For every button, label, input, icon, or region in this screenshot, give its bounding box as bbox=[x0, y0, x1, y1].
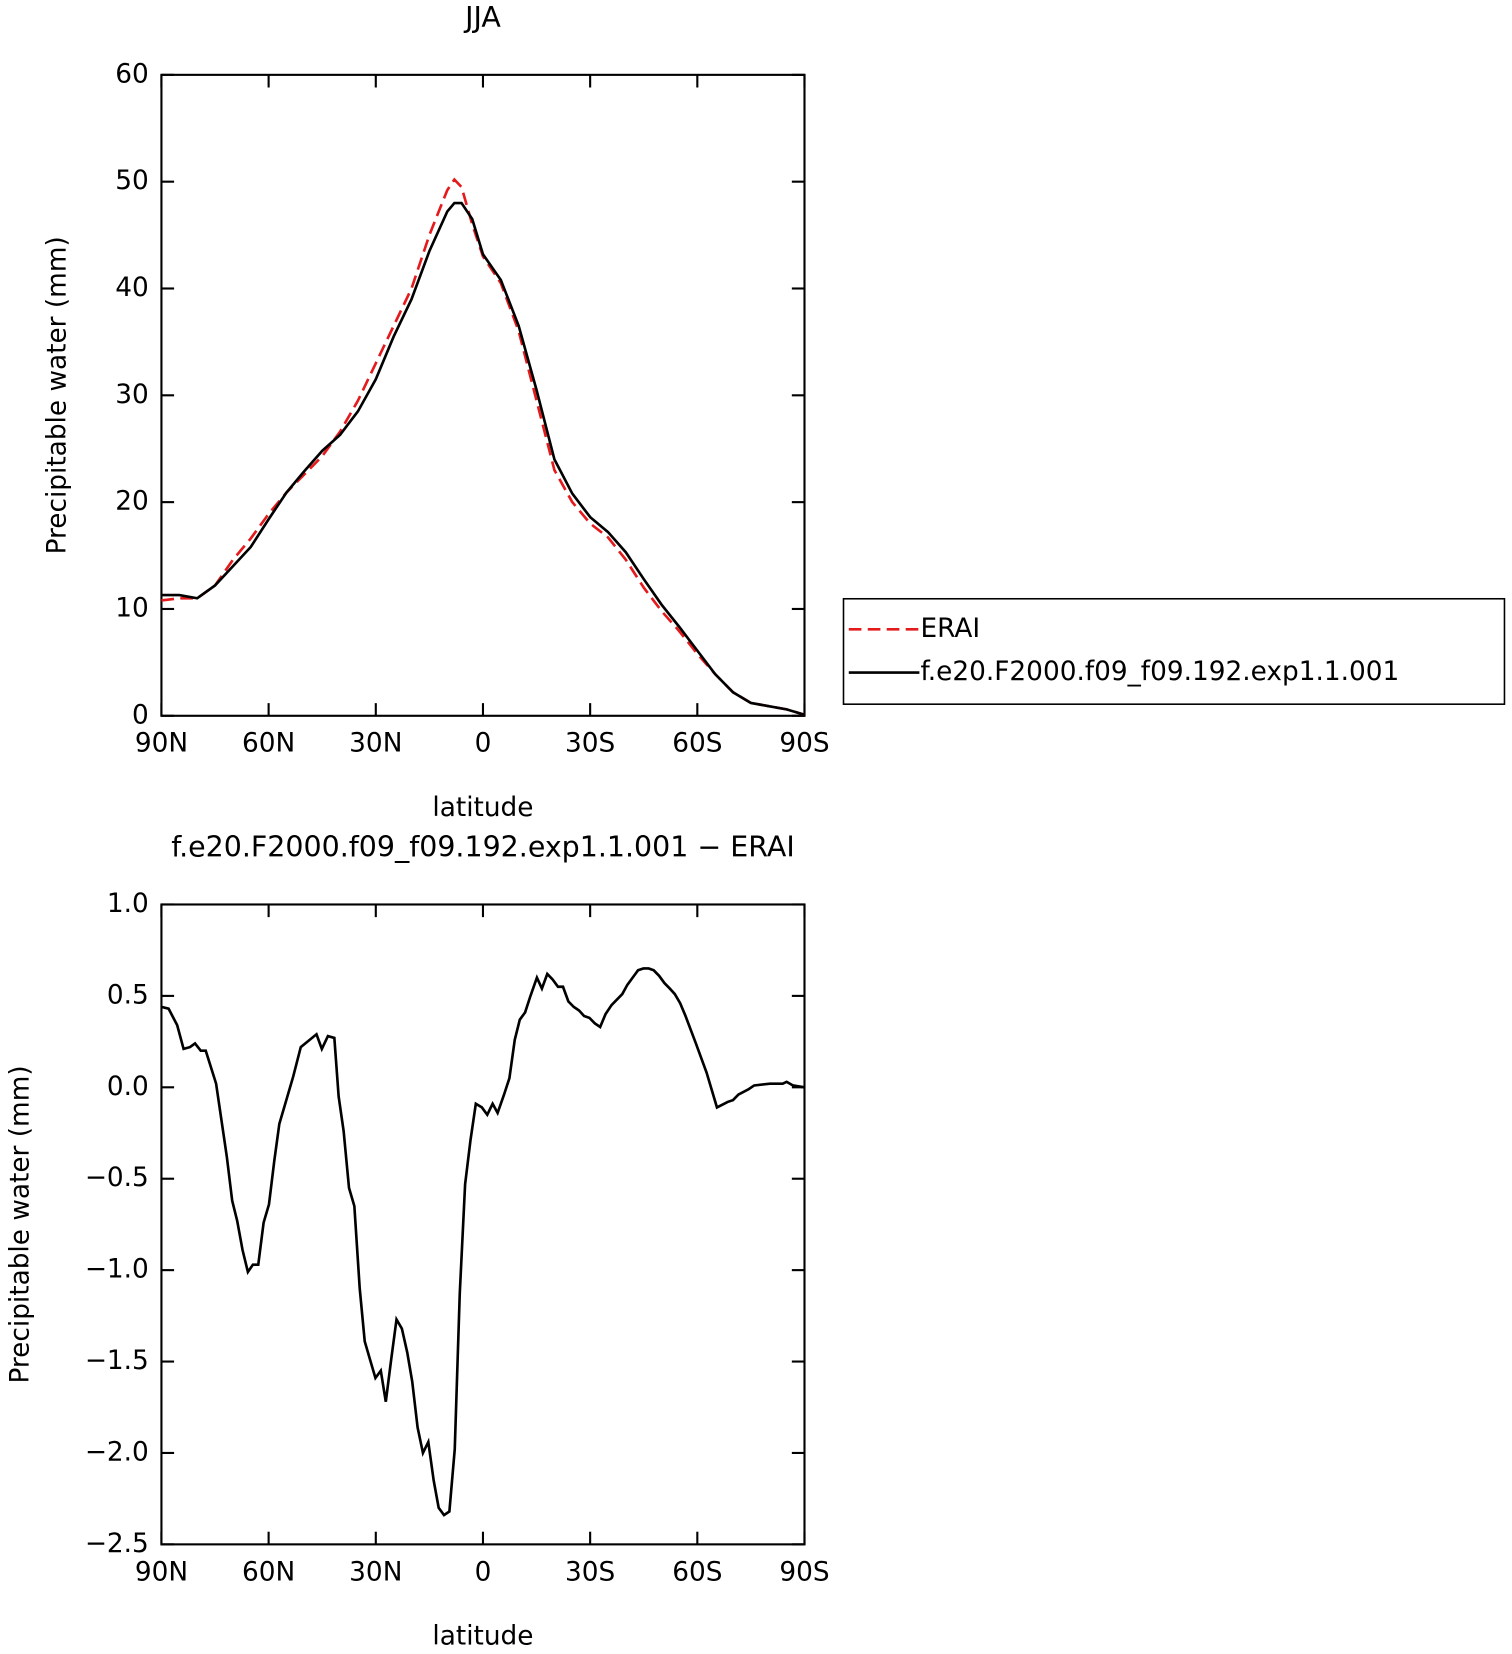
data-line bbox=[161, 967, 805, 1517]
plot-frame bbox=[160, 903, 806, 1546]
y-tick-label: 50 bbox=[115, 166, 149, 196]
legend-label: ERAI bbox=[920, 614, 980, 644]
x-tick-label: 30N bbox=[349, 729, 402, 759]
y-tick-label: −2.0 bbox=[85, 1437, 149, 1467]
x-axis-label: latitude bbox=[432, 1622, 533, 1652]
plot-frame bbox=[160, 73, 806, 717]
legend-box bbox=[842, 597, 1506, 705]
y-tick-label: −2.5 bbox=[85, 1529, 149, 1559]
x-tick-label: 90N bbox=[135, 729, 188, 759]
y-tick-label: 10 bbox=[115, 593, 149, 623]
x-tick-label: 30S bbox=[565, 729, 615, 759]
x-tick-label: 60N bbox=[242, 1557, 295, 1587]
data-line bbox=[161, 177, 805, 716]
legend-label: f.e20.F2000.f09_f09.192.exp1.1.001 bbox=[920, 657, 1399, 687]
data-line bbox=[161, 201, 805, 716]
y-tick-label: 20 bbox=[115, 487, 149, 517]
chart-title: JJA bbox=[463, 1, 501, 34]
y-tick-label: −1.0 bbox=[85, 1255, 149, 1285]
x-tick-label: 0 bbox=[475, 1557, 492, 1587]
y-tick-label: 40 bbox=[115, 273, 149, 303]
x-tick-label: 30S bbox=[565, 1557, 615, 1587]
x-tick-label: 30N bbox=[349, 1557, 402, 1587]
y-tick-label: 30 bbox=[115, 380, 149, 410]
y-tick-label: 0.5 bbox=[107, 980, 149, 1010]
x-tick-label: 60S bbox=[672, 1557, 722, 1587]
x-tick-label: 60S bbox=[672, 729, 722, 759]
x-tick-label: 60N bbox=[242, 729, 295, 759]
x-tick-label: 90S bbox=[779, 1557, 829, 1587]
y-tick-label: −0.5 bbox=[85, 1163, 149, 1193]
x-axis-label: latitude bbox=[432, 793, 533, 823]
y-axis-label: Precipitable water (mm) bbox=[6, 1065, 36, 1383]
x-tick-label: 0 bbox=[475, 729, 492, 759]
chart-title: f.e20.F2000.f09_f09.192.exp1.1.001 − ERA… bbox=[171, 831, 795, 864]
x-tick-label: 90N bbox=[135, 1557, 188, 1587]
y-tick-label: −1.5 bbox=[85, 1346, 149, 1376]
y-tick-label: 0 bbox=[132, 700, 149, 730]
y-tick-label: 60 bbox=[115, 59, 149, 89]
y-axis-label: Precipitable water (mm) bbox=[43, 236, 73, 554]
y-tick-label: 0.0 bbox=[107, 1072, 149, 1102]
y-tick-label: 1.0 bbox=[107, 889, 149, 919]
x-tick-label: 90S bbox=[779, 729, 829, 759]
